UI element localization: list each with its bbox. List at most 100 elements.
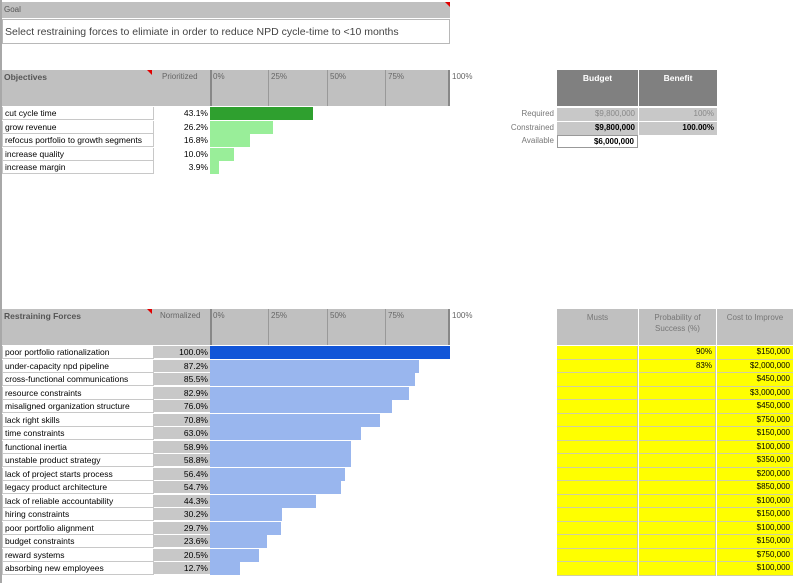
force-row-label[interactable]: time constraints [2, 427, 154, 440]
force-row-label[interactable]: reward systems [2, 548, 154, 562]
probability-cell[interactable] [639, 535, 716, 549]
musts-cell[interactable] [557, 548, 638, 562]
force-row-label[interactable]: poor portfolio rationalization [2, 346, 154, 359]
force-row-label[interactable]: poor portfolio alignment [2, 521, 154, 535]
objective-row-label[interactable]: grow revenue [2, 120, 154, 134]
force-row-label[interactable]: lack of project starts process [2, 467, 154, 481]
benefit-header: Benefit [639, 70, 717, 106]
cost-cell[interactable]: $200,000 [717, 467, 793, 481]
cost-cell[interactable]: $350,000 [717, 454, 793, 468]
cost-cell[interactable]: $150,000 [717, 427, 793, 441]
objective-row-label[interactable]: increase margin [2, 161, 154, 174]
cost-cell[interactable]: $150,000 [717, 508, 793, 522]
force-row-value: 12.7% [154, 562, 210, 575]
budget-cell[interactable]: $6,000,000 [557, 135, 638, 148]
musts-cell[interactable] [557, 359, 638, 373]
musts-cell[interactable] [557, 508, 638, 522]
probability-cell[interactable] [639, 508, 716, 522]
force-row-label[interactable]: hiring constraints [2, 508, 154, 521]
force-row-label[interactable]: resource constraints [2, 386, 154, 400]
musts-cell[interactable] [557, 481, 638, 495]
force-bar [210, 359, 419, 373]
objectives-scale-gridline [327, 70, 328, 106]
objectives-scale-gridline [268, 70, 269, 106]
musts-cell[interactable] [557, 494, 638, 508]
cost-cell[interactable]: $150,000 [717, 535, 793, 549]
sheet-left-border [0, 0, 2, 583]
forces-scale-gridline [268, 309, 269, 345]
force-bar [210, 535, 267, 548]
forces-column-label: Normalized [160, 311, 201, 320]
probability-cell[interactable] [639, 454, 716, 468]
probability-cell[interactable] [639, 373, 716, 387]
musts-cell[interactable] [557, 454, 638, 468]
objective-bar [210, 134, 250, 147]
force-bar [210, 454, 351, 467]
force-row-label[interactable]: absorbing new employees [2, 562, 154, 575]
musts-cell[interactable] [557, 535, 638, 549]
goal-text-field[interactable]: Select restraining forces to elimiate in… [2, 19, 450, 44]
force-bar [210, 481, 341, 494]
comment-indicator-icon[interactable] [445, 2, 450, 7]
objective-row-label[interactable]: increase quality [2, 147, 154, 161]
objectives-comment-icon[interactable] [147, 70, 152, 75]
probability-cell[interactable] [639, 413, 716, 427]
forces-scale-tick-label: 50% [330, 311, 347, 320]
probability-cell[interactable] [639, 562, 716, 576]
force-row-label[interactable]: lack of reliable accountability [2, 494, 154, 508]
budget-row-label: Constrained [510, 122, 554, 132]
objective-row-label[interactable]: cut cycle time [2, 107, 154, 120]
force-row-value: 30.2% [154, 508, 210, 521]
force-row-value: 70.8% [154, 413, 210, 427]
probability-cell[interactable] [639, 440, 716, 454]
probability-cell[interactable]: 83% [639, 359, 716, 373]
force-row-label[interactable]: under-capacity npd pipeline [2, 359, 154, 373]
force-bar [210, 413, 380, 427]
force-row-label[interactable]: lack right skills [2, 413, 154, 427]
probability-cell[interactable] [639, 467, 716, 481]
musts-cell[interactable] [557, 413, 638, 427]
cost-cell[interactable]: $750,000 [717, 413, 793, 427]
cost-cell[interactable]: $450,000 [717, 373, 793, 387]
musts-cell[interactable] [557, 521, 638, 535]
probability-cell[interactable] [639, 400, 716, 414]
musts-cell[interactable] [557, 440, 638, 454]
force-row-label[interactable]: legacy product architecture [2, 481, 154, 494]
cost-cell[interactable]: $3,000,000 [717, 386, 793, 400]
cost-cell[interactable]: $100,000 [717, 562, 793, 576]
cost-cell[interactable]: $450,000 [717, 400, 793, 414]
force-row-label[interactable]: functional inertia [2, 440, 154, 454]
musts-cell[interactable] [557, 386, 638, 400]
budget-header: Budget [557, 70, 638, 106]
musts-cell[interactable] [557, 427, 638, 441]
objectives-scale-tick-label: 100% [452, 72, 473, 81]
cost-cell[interactable]: $2,000,000 [717, 359, 793, 373]
objectives-header-band [2, 70, 450, 106]
cost-cell[interactable]: $100,000 [717, 440, 793, 454]
force-row-label[interactable]: budget constraints [2, 535, 154, 548]
cost-cell[interactable]: $150,000 [717, 346, 793, 360]
musts-cell[interactable] [557, 467, 638, 481]
cost-cell[interactable]: $850,000 [717, 481, 793, 495]
probability-cell[interactable] [639, 386, 716, 400]
force-row-label[interactable]: cross-functional communications [2, 373, 154, 386]
cost-cell[interactable]: $100,000 [717, 521, 793, 535]
musts-cell[interactable] [557, 562, 638, 576]
forces-comment-icon[interactable] [147, 309, 152, 314]
probability-cell[interactable] [639, 548, 716, 562]
objective-row-label[interactable]: refocus portfolio to growth segments [2, 134, 154, 147]
cost-cell[interactable]: $100,000 [717, 494, 793, 508]
probability-cell[interactable] [639, 521, 716, 535]
probability-cell[interactable] [639, 481, 716, 495]
musts-cell[interactable] [557, 373, 638, 387]
force-bar [210, 467, 345, 481]
probability-cell[interactable] [639, 494, 716, 508]
probability-cell[interactable] [639, 427, 716, 441]
cost-cell[interactable]: $750,000 [717, 548, 793, 562]
force-row-label[interactable]: misaligned organization structure [2, 400, 154, 413]
probability-cell[interactable]: 90% [639, 346, 716, 360]
force-bar [210, 562, 240, 575]
force-row-label[interactable]: unstable product strategy [2, 454, 154, 467]
musts-cell[interactable] [557, 346, 638, 360]
musts-cell[interactable] [557, 400, 638, 414]
